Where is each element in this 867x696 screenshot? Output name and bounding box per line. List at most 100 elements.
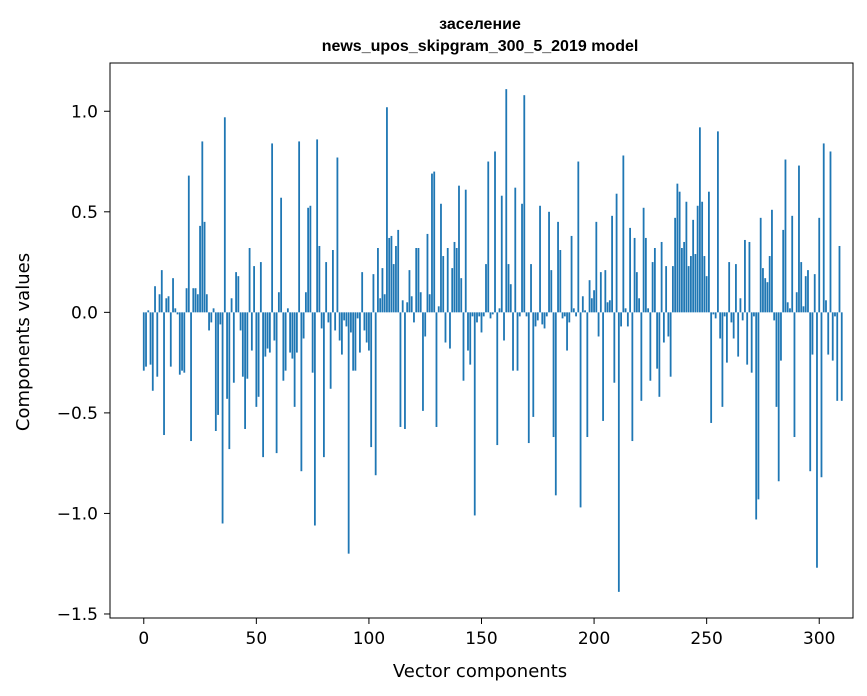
bar <box>302 312 305 339</box>
bar <box>149 312 152 365</box>
bar <box>579 312 582 508</box>
bar <box>730 312 733 323</box>
bar <box>313 312 316 526</box>
bar <box>570 235 573 313</box>
bar <box>480 312 483 333</box>
bar <box>485 264 487 313</box>
bar <box>606 302 609 313</box>
bar <box>264 312 267 357</box>
bar <box>341 312 343 355</box>
bar <box>410 296 413 313</box>
bar <box>325 262 328 313</box>
bar <box>142 312 145 371</box>
bar <box>280 197 283 313</box>
bar <box>633 237 636 313</box>
bar <box>577 161 580 313</box>
bar <box>455 248 458 313</box>
bar <box>194 288 197 313</box>
bar <box>440 203 442 313</box>
bar <box>311 312 314 373</box>
y-tick-label: −1.5 <box>57 605 98 625</box>
bar <box>406 302 409 313</box>
bar <box>185 288 188 313</box>
bar <box>795 292 798 313</box>
plot-frame <box>109 62 854 619</box>
x-tick-label: 50 <box>246 629 268 649</box>
bar <box>514 187 517 313</box>
bar <box>363 312 366 331</box>
bar <box>401 300 404 313</box>
bar <box>228 312 231 450</box>
bar <box>498 308 501 313</box>
bar <box>624 308 627 313</box>
bar <box>816 312 818 568</box>
bar <box>566 312 568 351</box>
bar <box>780 312 782 361</box>
bar <box>631 312 634 442</box>
bar <box>208 312 210 331</box>
bar <box>512 312 514 371</box>
bar <box>629 227 632 313</box>
bar <box>309 205 312 313</box>
bar <box>361 272 364 313</box>
bar <box>248 248 251 313</box>
bar <box>275 312 278 454</box>
bar <box>390 235 393 313</box>
bar <box>550 270 553 313</box>
bar <box>545 312 548 317</box>
bars-group <box>142 89 843 592</box>
bar <box>388 237 391 313</box>
bar <box>635 272 638 313</box>
bar <box>147 310 150 313</box>
bar <box>350 312 352 333</box>
bar <box>626 312 629 327</box>
bar <box>640 312 643 401</box>
bar <box>291 312 294 359</box>
bar <box>199 225 201 313</box>
y-axis-label: Components values <box>13 253 34 431</box>
x-tick-label: 200 <box>578 629 610 649</box>
bar <box>777 312 780 482</box>
bar <box>604 270 607 313</box>
bar <box>766 282 769 313</box>
bar <box>784 159 787 313</box>
bar <box>237 276 240 313</box>
bar <box>775 312 778 407</box>
bar <box>473 312 476 516</box>
bar <box>257 312 260 397</box>
bar <box>807 270 809 313</box>
bar <box>322 312 325 458</box>
bar <box>813 274 816 313</box>
bar <box>476 312 478 323</box>
bar <box>151 312 154 391</box>
bar <box>503 312 505 341</box>
y-tick-label: −1.0 <box>57 504 98 524</box>
bar <box>705 276 708 313</box>
bar <box>437 306 440 313</box>
bar <box>383 294 386 313</box>
bar <box>316 139 319 313</box>
bar <box>518 312 521 317</box>
bar <box>534 312 537 327</box>
bar <box>748 241 751 313</box>
bar <box>395 245 397 313</box>
bar <box>678 191 681 313</box>
bar <box>449 312 451 349</box>
bar <box>822 143 825 313</box>
bar <box>232 312 235 383</box>
bar <box>708 191 710 313</box>
bar <box>786 302 789 313</box>
bar <box>719 312 722 339</box>
bar <box>426 233 429 313</box>
bar <box>505 89 508 313</box>
bar <box>167 296 170 313</box>
bar <box>343 312 346 321</box>
bar <box>525 312 528 317</box>
bar <box>671 266 674 313</box>
bar <box>446 248 449 313</box>
bar <box>771 209 773 313</box>
bar <box>304 292 307 313</box>
bar <box>737 312 740 357</box>
bar <box>235 272 237 313</box>
bar <box>334 312 337 331</box>
